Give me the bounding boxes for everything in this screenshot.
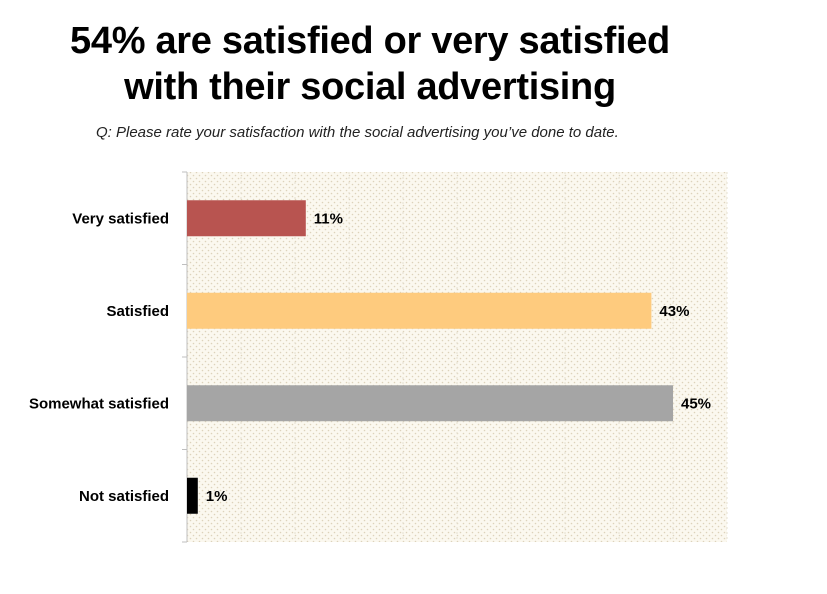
chart-title-line-1: 54% are satisfied or very satisfied [70,20,670,62]
bar-not-satisfied [187,477,198,514]
category-label: Somewhat satisfied [29,395,169,412]
data-label: 45% [681,395,711,412]
data-label: 11% [314,210,343,227]
y-axis-ticks [182,171,187,543]
category-labels: Very satisfied Satisfied Somewhat satisfie… [29,210,169,505]
bar-satisfied [187,292,652,329]
chart-title: 54% are satisfied or very satisfied with… [0,18,740,110]
chart-title-line-2: with their social advertising [124,66,616,108]
bar-somewhat-satisfied [187,385,673,422]
category-label: Not satisfied [79,488,169,505]
data-label: 1% [206,488,228,505]
bars [187,200,673,514]
grid-lines [240,172,728,542]
bar-very-satisfied [187,200,306,237]
data-labels: 11% 43% 45% 1% [206,210,711,505]
data-label: 43% [659,303,689,320]
chart-subtitle: Q: Please rate your satisfaction with th… [96,124,619,141]
category-label: Satisfied [106,303,169,320]
category-label: Very satisfied [72,210,169,227]
